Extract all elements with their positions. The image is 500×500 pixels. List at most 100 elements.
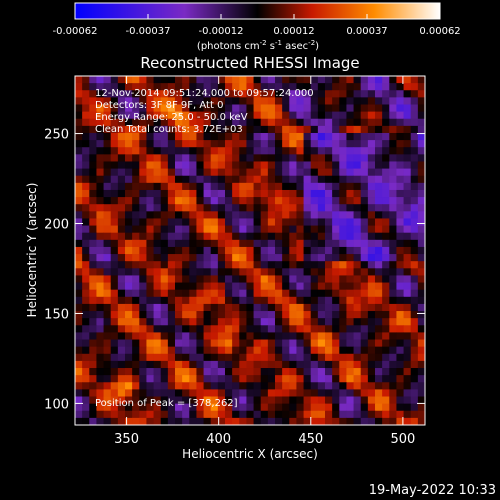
heatmap-cell [232, 182, 240, 191]
annotation-block: 12-Nov-2014 09:51:24.000 to 09:57:24.000… [95, 88, 314, 409]
heatmap-cell [103, 140, 112, 148]
heatmap-cell [89, 403, 97, 412]
heatmap-cell [89, 303, 97, 312]
heatmap-cell [89, 161, 97, 169]
heatmap-cell [339, 403, 347, 412]
heatmap-cell [196, 296, 204, 305]
heatmap-cell [96, 154, 104, 162]
heatmap-cell [332, 303, 340, 312]
heatmap-cell [153, 239, 162, 248]
heatmap-cell [310, 396, 319, 405]
heatmap-cell [217, 204, 226, 212]
heatmap-cell [89, 332, 97, 340]
heatmap-cell [175, 375, 183, 383]
heatmap-cell [410, 410, 419, 419]
heatmap-cell [203, 97, 212, 105]
heatmap-cell [396, 389, 404, 397]
heatmap-cell [239, 353, 247, 362]
heatmap-cell [375, 132, 383, 141]
heatmap-cell [146, 204, 154, 212]
heatmap-cell [289, 389, 297, 397]
heatmap-cell [339, 175, 347, 184]
heatmap-cell [275, 353, 283, 362]
heatmap-cell [403, 97, 412, 105]
heatmap-cell [246, 360, 254, 369]
heatmap-cell [103, 303, 112, 312]
heatmap-cell [210, 232, 219, 241]
heatmap-cell [167, 275, 176, 283]
heatmap-cell [239, 132, 247, 141]
heatmap-cell [417, 225, 426, 234]
heatmap-cell [332, 403, 340, 412]
heatmap-cell [267, 353, 276, 362]
heatmap-cell [382, 239, 390, 248]
heatmap-cell [410, 382, 419, 390]
heatmap-cell [360, 318, 369, 326]
heatmap-cell [332, 211, 340, 219]
heatmap-cell [110, 261, 119, 269]
heatmap-cell [282, 311, 290, 319]
heatmap-cell [196, 154, 204, 162]
heatmap-cell [296, 168, 304, 177]
heatmap-cell [289, 204, 297, 212]
heatmap-cell [103, 232, 112, 241]
heatmap-cell [225, 417, 233, 426]
heatmap-cell [260, 168, 269, 177]
heatmap-cell [103, 111, 112, 120]
heatmap-cell [82, 403, 90, 412]
heatmap-cell [103, 204, 112, 212]
heatmap-cell [267, 325, 276, 333]
heatmap-cell [232, 154, 240, 162]
heatmap-cell [367, 318, 376, 326]
heatmap-cell [389, 353, 397, 362]
colorbar-tick-label: 0.00012 [273, 26, 314, 37]
heatmap-cell [75, 83, 83, 91]
heatmap-cell [146, 175, 154, 184]
heatmap-cell [339, 346, 347, 355]
heatmap-cell [289, 218, 297, 226]
heatmap-cell [239, 389, 247, 397]
heatmap-cell [253, 104, 262, 113]
heatmap-cell [382, 318, 390, 326]
heatmap-cell [367, 368, 376, 376]
heatmap-cell [167, 90, 176, 98]
heatmap-cell [375, 182, 383, 191]
heatmap-cell [132, 318, 140, 326]
heatmap-cell [246, 204, 254, 212]
heatmap-cell [382, 261, 390, 269]
heatmap-cell [246, 368, 254, 376]
heatmap-cell [375, 104, 383, 113]
heatmap-cell [375, 211, 383, 219]
heatmap-cell [260, 104, 269, 113]
heatmap-cell [196, 140, 204, 148]
heatmap-cell [296, 246, 304, 255]
heatmap-cell [325, 275, 333, 283]
heatmap-cell [125, 261, 133, 269]
heatmap-cell [246, 239, 254, 248]
heatmap-cell [275, 410, 283, 419]
heatmap-cell [375, 140, 383, 148]
heatmap-cell [139, 76, 147, 84]
heatmap-cell [217, 410, 226, 419]
heatmap-cell [160, 225, 169, 234]
heatmap-cell [339, 168, 347, 177]
heatmap-cell [203, 168, 212, 177]
heatmap-cell [339, 189, 347, 198]
heatmap-cell [310, 311, 319, 319]
heatmap-cell [410, 132, 419, 141]
heatmap-cell [239, 147, 247, 155]
heatmap-cell [267, 125, 276, 134]
heatmap-cell [332, 275, 340, 283]
heatmap-cell [253, 189, 262, 198]
heatmap-cell [89, 289, 97, 298]
heatmap-cell [96, 403, 104, 412]
heatmap-cell [103, 339, 112, 348]
heatmap-cell [182, 118, 190, 127]
heatmap-cell [153, 104, 162, 113]
heatmap-cell [346, 339, 354, 348]
heatmap-cell [353, 204, 362, 212]
heatmap-cell [132, 204, 140, 212]
heatmap-cell [167, 403, 176, 412]
heatmap-cell [410, 268, 419, 276]
heatmap-cell [253, 182, 262, 191]
